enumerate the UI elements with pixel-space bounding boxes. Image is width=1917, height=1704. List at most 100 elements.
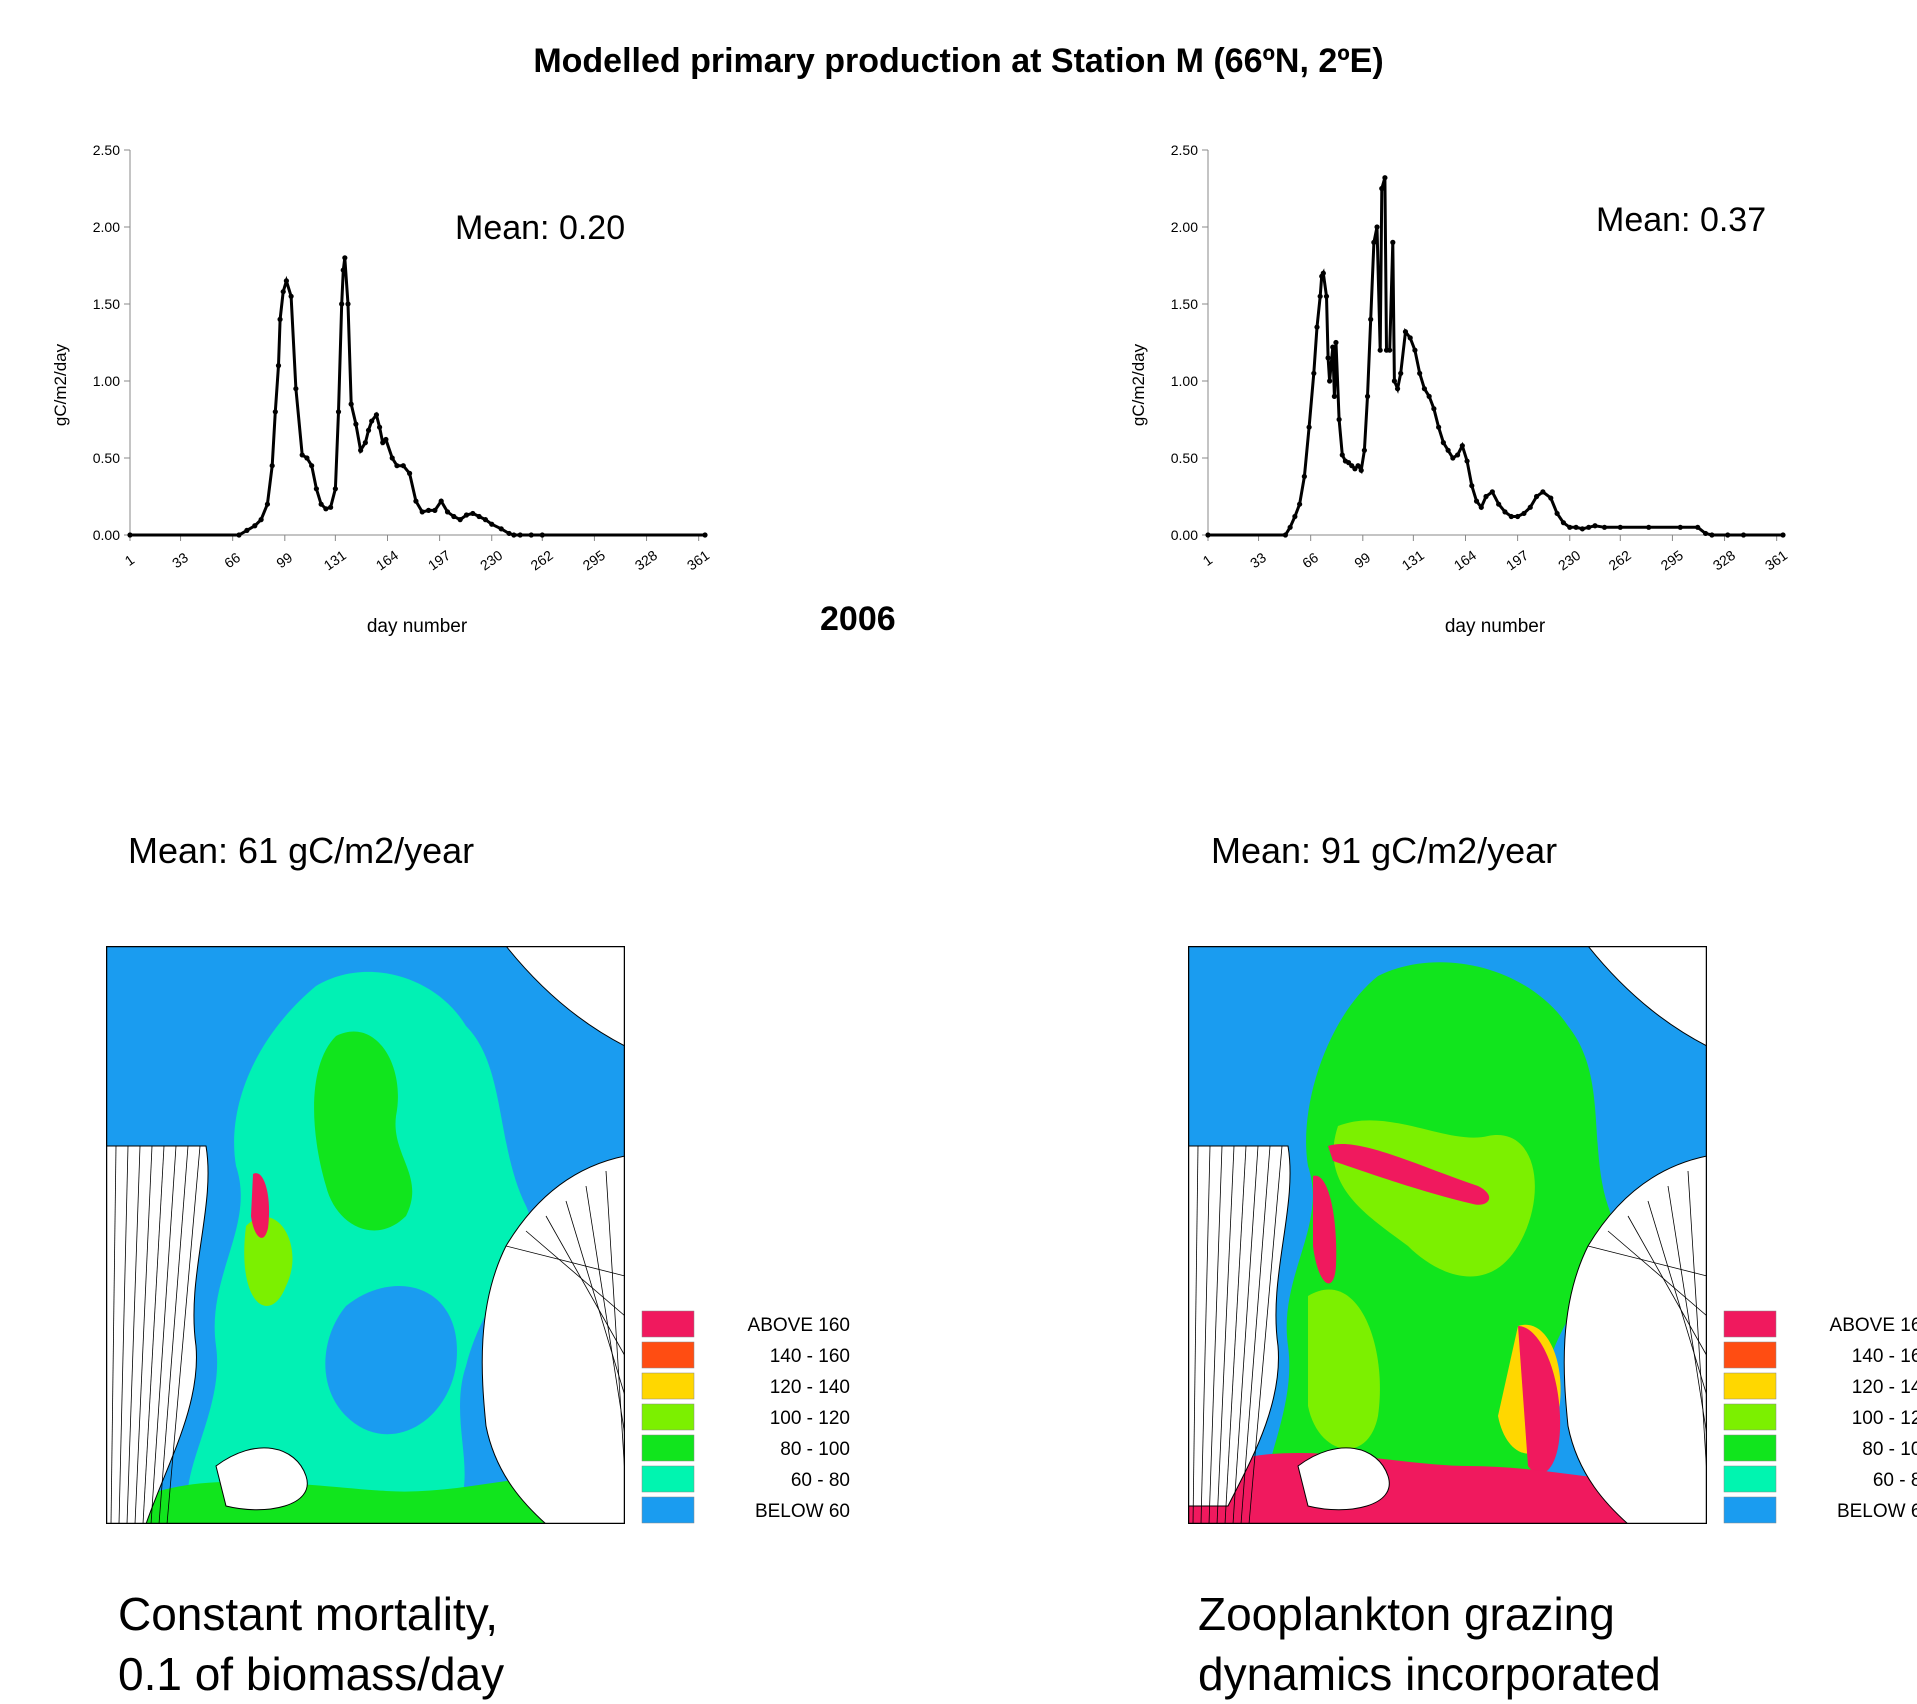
x-tick-label: 197: [425, 547, 453, 574]
x-axis-label: day number: [1445, 616, 1546, 637]
data-point: [1533, 493, 1540, 500]
data-point: [425, 507, 432, 513]
data-point: [1548, 495, 1554, 501]
y-tick-label: 2.50: [93, 142, 120, 158]
data-point: [345, 301, 351, 307]
data-point: [498, 526, 504, 532]
x-tick-label: 295: [580, 547, 608, 574]
production-map-zooplankton-grazing: [1188, 946, 1707, 1524]
meridian-line: [605, 1170, 625, 1477]
graticule: [110, 1145, 625, 1524]
data-point: [438, 498, 444, 504]
figure-title: Modelled primary production at Station M…: [533, 42, 1384, 80]
x-tick-label: 33: [1247, 549, 1269, 571]
data-point: [288, 293, 294, 299]
data-point: [272, 409, 278, 415]
meridian-line: [525, 1230, 625, 1317]
meridian-line: [1687, 1170, 1707, 1477]
data-point: [1306, 424, 1312, 430]
data-point: [1508, 513, 1514, 520]
data-point: [1464, 458, 1470, 464]
data-point: [1515, 513, 1521, 520]
legend-label: 80 - 100: [1862, 1439, 1917, 1460]
data-point: [236, 532, 242, 538]
data-point: [1426, 393, 1432, 399]
data-point: [511, 532, 517, 538]
data-point: [1431, 406, 1437, 412]
x-tick-label: 164: [373, 547, 401, 574]
data-point: [1355, 463, 1361, 469]
legend-swatch: [1723, 1403, 1777, 1431]
data-point: [1478, 504, 1484, 510]
data-point: [244, 527, 250, 533]
y-axis-ticks: 0.00 0.50 1.00 1.50 2.00 2.50: [93, 142, 130, 543]
meridian-line: [150, 1145, 177, 1524]
y-tick-label: 2.00: [93, 219, 120, 235]
data-point: [489, 521, 495, 527]
data-point: [342, 255, 348, 261]
land-bottom: [215, 1447, 308, 1511]
data-point: [293, 386, 299, 392]
production-map-constant-mortality: [106, 946, 625, 1524]
legend-items: ABOVE 160 140 - 160 120 - 140 100 - 120 80 -…: [641, 1310, 850, 1524]
x-tick-label: 295: [1658, 547, 1686, 574]
y-axis-label: gC/m2/day: [1129, 343, 1148, 426]
y-tick-label: 2.00: [1171, 219, 1198, 235]
data-point: [1412, 347, 1418, 353]
land-left: [106, 1145, 209, 1524]
x-tick-label: 197: [1503, 547, 1531, 574]
x-tick-label: 131: [321, 547, 349, 574]
legend-constant-mortality: ABOVE 160 140 - 160 120 - 140 100 - 120 80 -…: [641, 1310, 850, 1524]
legend-label: 120 - 140: [1852, 1377, 1917, 1398]
meridian-line: [1224, 1145, 1247, 1524]
data-point: [1677, 524, 1683, 530]
legend-swatch: [641, 1372, 695, 1400]
data-point: [1473, 498, 1480, 504]
caption-line: Zooplankton grazing: [1198, 1588, 1615, 1640]
y-tick-label: 1.00: [1171, 373, 1198, 389]
data-point: [1560, 520, 1567, 526]
data-point: [1592, 523, 1598, 529]
data-point: [1454, 452, 1461, 458]
y-axis-label: gC/m2/day: [51, 343, 70, 426]
data-point: [269, 463, 275, 469]
data-point: [1440, 440, 1446, 446]
y-tick-label: 0.00: [93, 527, 120, 543]
data-point: [1333, 339, 1339, 346]
data-point: [1387, 347, 1393, 353]
data-point: [376, 424, 383, 430]
meridian-line: [545, 1215, 625, 1357]
data-point: [702, 532, 708, 538]
data-point: [1521, 510, 1527, 517]
data-point: [539, 532, 545, 538]
legend-swatch: [1723, 1434, 1777, 1462]
data-point: [1407, 335, 1413, 341]
x-tick-label: 361: [684, 547, 712, 574]
data-point: [353, 421, 359, 427]
y-tick-label: 1.50: [93, 296, 120, 312]
green-patch: [314, 1031, 413, 1231]
x-tick-label: 230: [477, 547, 505, 574]
green-patch: [1308, 1289, 1380, 1449]
data-point: [1695, 524, 1701, 530]
data-point: [299, 452, 305, 458]
meridian-line: [565, 1200, 625, 1397]
data-point: [304, 455, 310, 461]
x-axis-ticks: 1 33 66 99 131 164 197 230 262 295 328 361: [1200, 535, 1790, 574]
data-point: [1459, 443, 1465, 449]
meridian-line: [126, 1145, 141, 1524]
data-point: [323, 506, 329, 512]
x-tick-label: 99: [1351, 549, 1373, 571]
land-bottom: [1297, 1447, 1390, 1511]
data-point: [1282, 532, 1289, 538]
data-point: [1445, 447, 1451, 453]
line-chart-zooplankton-grazing: 0.00 0.50 1.00 1.50 2.00 2.50 1 33 66 99 131 164 19…: [1129, 142, 1790, 637]
meridian-line: [1208, 1145, 1223, 1524]
data-point: [1323, 293, 1330, 299]
caption-line: Constant mortality,: [118, 1588, 499, 1640]
y-axis-ticks: 0.00 0.50 1.00 1.50 2.00 2.50: [1171, 142, 1208, 543]
mean-annotation: Mean: 0.20: [455, 209, 625, 247]
meridian-line: [110, 1145, 117, 1524]
legend-swatch: [641, 1434, 695, 1462]
map-mean-constant-mortality: Mean: 61 gC/m2/year: [128, 830, 475, 871]
